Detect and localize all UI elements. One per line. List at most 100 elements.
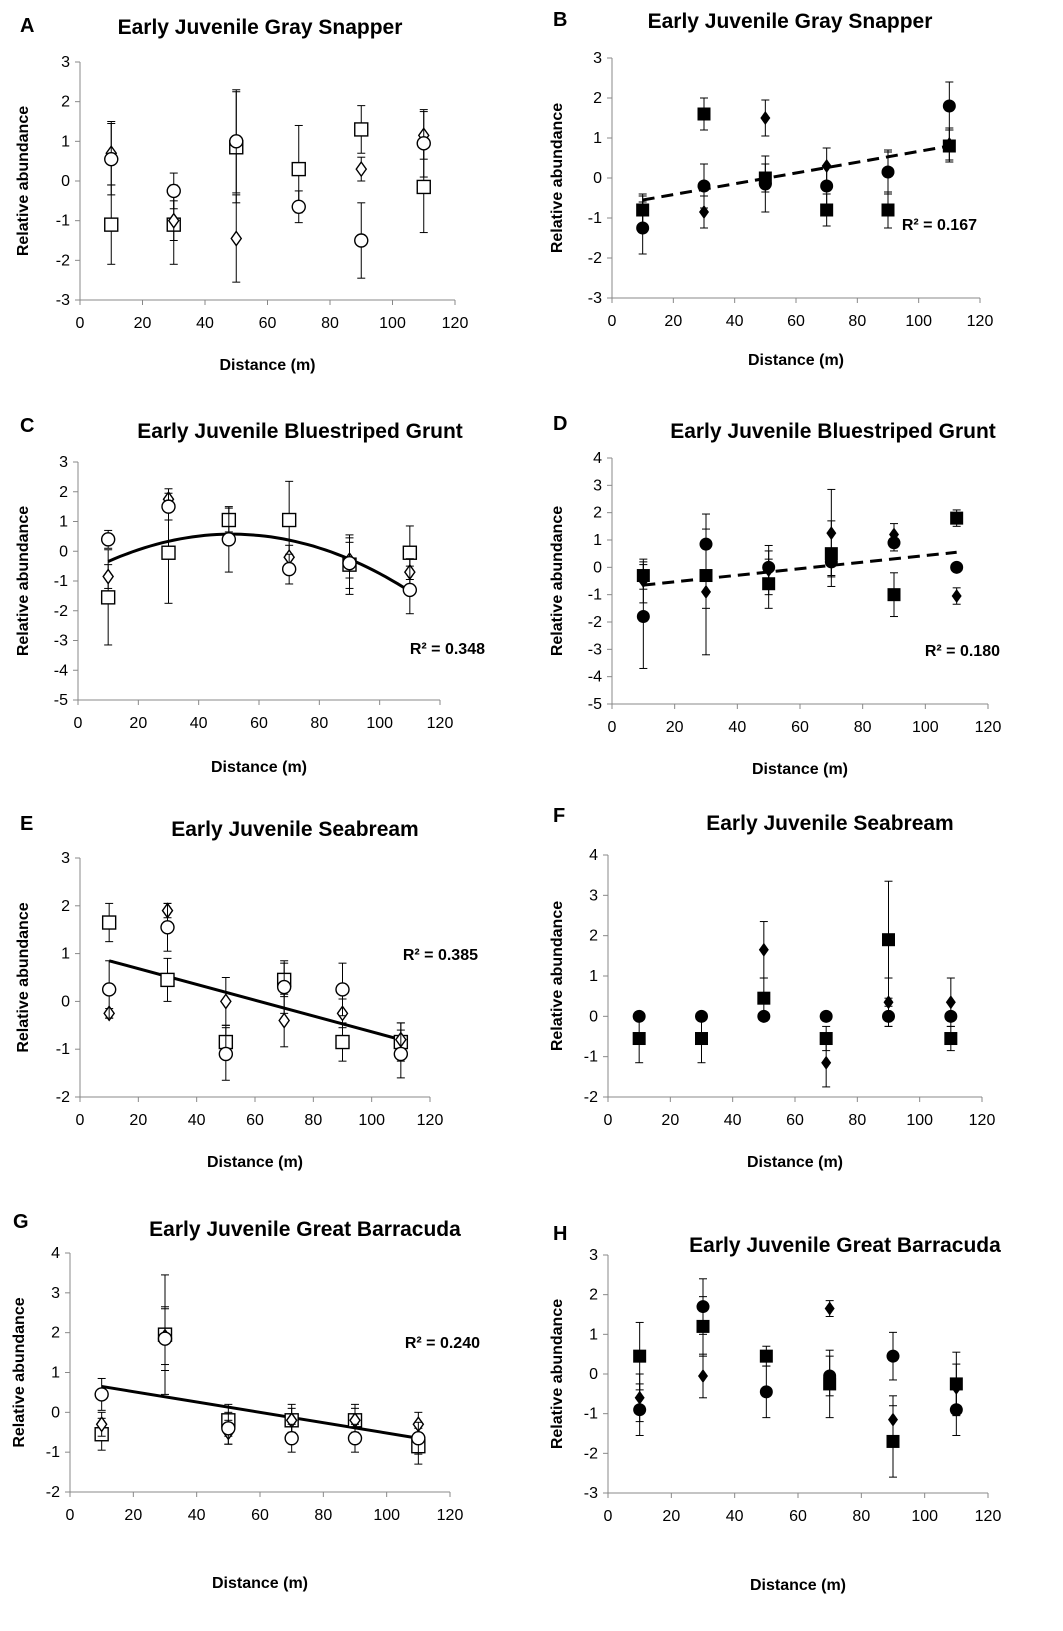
x-tick-label: 80 bbox=[848, 313, 866, 330]
x-tick-label: 120 bbox=[442, 315, 469, 332]
panel-letter: C bbox=[20, 415, 34, 437]
x-tick-label: 20 bbox=[129, 1112, 147, 1129]
x-axis-label: Distance (m) bbox=[747, 1154, 843, 1171]
trendline bbox=[642, 144, 950, 202]
x-tick-label: 120 bbox=[437, 1507, 464, 1524]
y-tick-label: 2 bbox=[589, 928, 598, 945]
y-tick-label: 3 bbox=[59, 454, 68, 471]
x-tick-label: 40 bbox=[190, 715, 208, 732]
y-tick-label: 2 bbox=[593, 90, 602, 107]
y-tick-label: 3 bbox=[61, 54, 70, 71]
data-point-diamond bbox=[821, 159, 832, 173]
x-tick-label: 60 bbox=[251, 1507, 269, 1524]
data-point-circle bbox=[276, 979, 292, 995]
x-axis-label: Distance (m) bbox=[212, 1575, 308, 1592]
data-point-circle bbox=[633, 1403, 647, 1417]
data-point-square bbox=[281, 512, 297, 528]
data-point-diamond bbox=[951, 589, 962, 604]
x-tick-label: 60 bbox=[791, 719, 809, 736]
data-point-square bbox=[759, 1349, 773, 1363]
data-point-circle bbox=[157, 1331, 173, 1346]
panel-letter: H bbox=[553, 1223, 567, 1245]
x-tick-label: 0 bbox=[76, 1112, 85, 1129]
x-tick-label: 20 bbox=[661, 1112, 679, 1129]
x-tick-label: 40 bbox=[196, 315, 214, 332]
chart-panel-d: D Early Juvenile Bluestriped Grunt -5 -4 -3 -… bbox=[549, 413, 1001, 778]
data-point-circle bbox=[696, 1300, 710, 1314]
r-squared-label: R² = 0.167 bbox=[902, 217, 977, 234]
y-tick-label: 4 bbox=[589, 847, 598, 864]
y-tick-label: -3 bbox=[588, 290, 602, 307]
x-tick-label: 120 bbox=[975, 719, 1002, 736]
x-tick-label: 100 bbox=[373, 1507, 400, 1524]
panel-letter: B bbox=[553, 9, 567, 31]
data-point-circle bbox=[882, 1009, 895, 1023]
y-tick-label: 4 bbox=[51, 1245, 60, 1262]
x-tick-label: 100 bbox=[905, 313, 932, 330]
y-tick-label: -1 bbox=[588, 210, 602, 227]
y-tick-label: 0 bbox=[51, 1404, 60, 1421]
x-tick-label: 60 bbox=[787, 313, 805, 330]
y-tick-label: 0 bbox=[589, 1008, 598, 1025]
chart-title: Early Juvenile Gray Snapper bbox=[648, 10, 933, 33]
data-point-circle bbox=[94, 1387, 109, 1402]
y-tick-label: -1 bbox=[588, 587, 602, 604]
y-tick-label: 3 bbox=[61, 850, 70, 867]
x-tick-label: 100 bbox=[912, 719, 939, 736]
y-tick-label: -4 bbox=[54, 662, 68, 679]
x-tick-label: 0 bbox=[608, 719, 617, 736]
data-point-diamond bbox=[230, 230, 243, 247]
data-point-circle bbox=[636, 221, 650, 235]
chart-title: Early Juvenile Bluestriped Grunt bbox=[137, 420, 463, 443]
trendline bbox=[101, 1384, 419, 1440]
x-tick-label: 80 bbox=[321, 315, 339, 332]
x-tick-label: 0 bbox=[74, 715, 83, 732]
x-tick-label: 0 bbox=[604, 1112, 613, 1129]
y-tick-label: -2 bbox=[588, 250, 602, 267]
r-squared-label: R² = 0.348 bbox=[410, 641, 485, 658]
y-axis-label: Relative abundance bbox=[549, 506, 566, 656]
y-tick-label: 2 bbox=[589, 1287, 598, 1304]
x-tick-label: 120 bbox=[975, 1508, 1002, 1525]
x-axis-label: Distance (m) bbox=[748, 352, 844, 369]
x-tick-label: 60 bbox=[246, 1112, 264, 1129]
x-tick-label: 40 bbox=[188, 1112, 206, 1129]
y-tick-label: 1 bbox=[59, 514, 68, 531]
x-tick-label: 80 bbox=[854, 719, 872, 736]
x-tick-label: 60 bbox=[786, 1112, 804, 1129]
y-tick-label: -2 bbox=[54, 603, 68, 620]
y-tick-label: -4 bbox=[588, 669, 602, 686]
data-point-circle bbox=[697, 179, 711, 193]
y-tick-label: 1 bbox=[61, 946, 70, 963]
data-point-circle bbox=[950, 560, 964, 574]
x-axis-label: Distance (m) bbox=[211, 759, 307, 776]
y-tick-label: 0 bbox=[593, 170, 602, 187]
data-point-diamond bbox=[355, 160, 368, 178]
data-point-circle bbox=[636, 610, 650, 624]
trendline bbox=[643, 550, 957, 587]
data-point-square bbox=[416, 179, 431, 195]
x-tick-label: 0 bbox=[76, 315, 85, 332]
data-point-diamond bbox=[698, 1368, 708, 1383]
x-tick-label: 120 bbox=[967, 313, 994, 330]
data-point-square bbox=[160, 972, 175, 988]
data-point-circle bbox=[762, 560, 776, 574]
data-point-diamond bbox=[824, 1301, 835, 1316]
chart-panel-c: C Early Juvenile Bluestriped Grunt -5 -4 -3 -… bbox=[15, 415, 485, 776]
x-tick-label: 20 bbox=[662, 1508, 680, 1525]
data-point-diamond bbox=[95, 1416, 108, 1433]
data-point-circle bbox=[218, 1046, 234, 1062]
r-squared-label: R² = 0.385 bbox=[403, 947, 478, 964]
data-point-square bbox=[697, 107, 711, 121]
data-point-diamond bbox=[758, 942, 769, 957]
data-point-diamond bbox=[760, 111, 771, 125]
data-point-circle bbox=[758, 177, 772, 191]
chart-title: Early Juvenile Seabream bbox=[706, 812, 953, 835]
data-point-circle bbox=[881, 165, 895, 179]
x-tick-label: 80 bbox=[310, 715, 328, 732]
data-point-square bbox=[881, 203, 895, 217]
data-point-diamond bbox=[701, 584, 711, 599]
x-tick-label: 60 bbox=[789, 1508, 807, 1525]
data-point-diamond bbox=[821, 1055, 832, 1070]
data-point-square bbox=[887, 588, 901, 602]
